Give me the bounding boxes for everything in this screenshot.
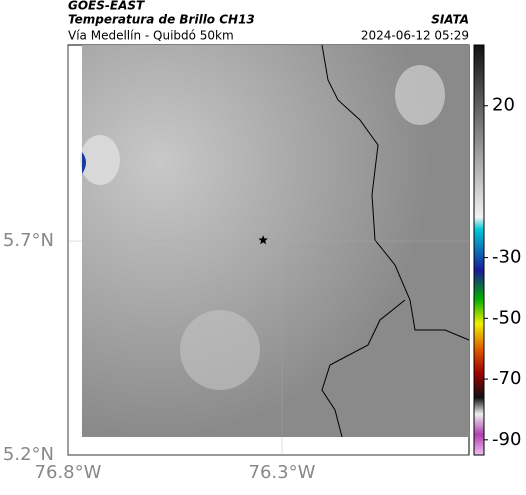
colorbar-tick-label: 20 — [492, 95, 515, 116]
boundary — [321, 44, 470, 438]
route: Vía Medellín - Quibdó 50km — [68, 29, 234, 43]
x-tick-label: 76.8°W — [35, 462, 102, 483]
timestamp: 2024-06-12 05:29 — [361, 29, 469, 43]
colorbar-tick-label: -90 — [492, 429, 521, 450]
organization: SIATA — [431, 13, 469, 27]
y-tick-label: 5.7°N — [3, 230, 54, 251]
colorbar-tick-label: -70 — [492, 368, 521, 389]
product: Temperatura de Brillo CH13 — [68, 13, 255, 27]
cold-cloud — [82, 152, 86, 174]
source: GOES-EAST — [68, 0, 145, 13]
y-tick-label: 5.2°N — [3, 444, 54, 465]
colorbar — [473, 44, 485, 456]
location-marker — [258, 235, 268, 245]
x-tick-label: 76.3°W — [249, 462, 316, 483]
cloud — [395, 65, 445, 125]
colorbar-tick-label: -50 — [492, 307, 521, 328]
cloud — [80, 135, 120, 185]
colorbar-tick-label: -30 — [492, 247, 521, 268]
cloud — [180, 310, 260, 390]
